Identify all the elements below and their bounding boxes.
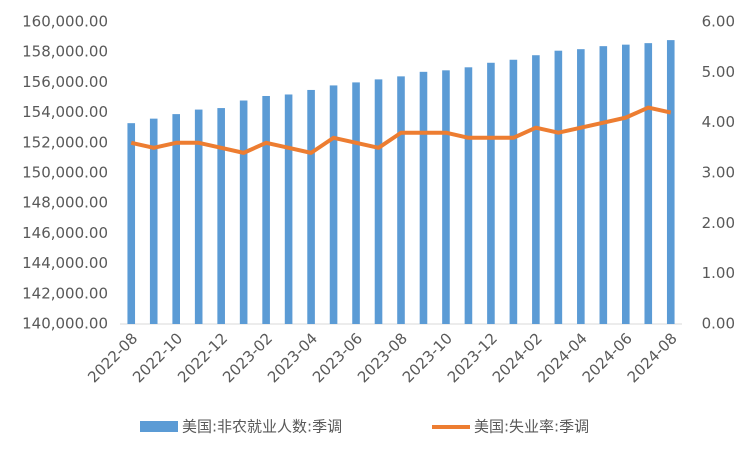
legend-label: 美国:非农就业人数:季调 bbox=[182, 418, 342, 436]
bar bbox=[127, 123, 136, 324]
bar bbox=[532, 55, 540, 324]
y2-tick-label: 3.00 bbox=[702, 164, 735, 182]
bar bbox=[397, 76, 405, 324]
legend-label: 美国:失业率:季调 bbox=[474, 418, 589, 436]
bar bbox=[194, 109, 203, 324]
y2-tick-label: 1.00 bbox=[702, 264, 735, 282]
y2-tick-label: 0.00 bbox=[702, 315, 735, 333]
bar bbox=[442, 70, 450, 324]
bar bbox=[172, 114, 180, 324]
y-tick-label: 152,000.00 bbox=[22, 133, 108, 151]
bar bbox=[307, 89, 315, 324]
y-tick-label: 156,000.00 bbox=[22, 73, 108, 91]
bar bbox=[329, 85, 338, 324]
y-tick-label: 160,000.00 bbox=[22, 13, 108, 31]
bar bbox=[487, 62, 495, 325]
y-tick-label: 148,000.00 bbox=[22, 194, 108, 212]
y2-tick-label: 4.00 bbox=[702, 113, 735, 131]
legend-swatch bbox=[140, 421, 178, 432]
y2-tick-label: 5.00 bbox=[702, 63, 735, 81]
bar bbox=[217, 108, 225, 324]
bar bbox=[239, 100, 248, 325]
bar bbox=[509, 59, 518, 324]
y-tick-label: 150,000.00 bbox=[22, 164, 108, 182]
y-tick-label: 140,000.00 bbox=[22, 315, 108, 333]
y-tick-label: 142,000.00 bbox=[22, 284, 108, 302]
bar bbox=[262, 95, 270, 325]
bar bbox=[554, 50, 563, 324]
bar bbox=[644, 43, 653, 324]
bar bbox=[599, 46, 608, 324]
y-tick-label: 158,000.00 bbox=[22, 43, 108, 61]
bar bbox=[352, 82, 360, 325]
bar bbox=[284, 94, 293, 324]
line bbox=[130, 105, 672, 155]
bar bbox=[419, 71, 428, 324]
y-tick-label: 144,000.00 bbox=[22, 254, 108, 272]
bar bbox=[666, 40, 675, 325]
x-tick-label: 2024-08 bbox=[624, 329, 681, 386]
bar bbox=[149, 118, 158, 324]
y-tick-label: 146,000.00 bbox=[22, 224, 108, 242]
y2-tick-label: 6.00 bbox=[702, 13, 735, 31]
bar bbox=[577, 49, 585, 325]
bar bbox=[622, 44, 630, 325]
bar bbox=[464, 67, 473, 325]
y2-tick-label: 2.00 bbox=[702, 214, 735, 232]
bar bbox=[374, 79, 383, 324]
y-tick-label: 154,000.00 bbox=[22, 103, 108, 121]
